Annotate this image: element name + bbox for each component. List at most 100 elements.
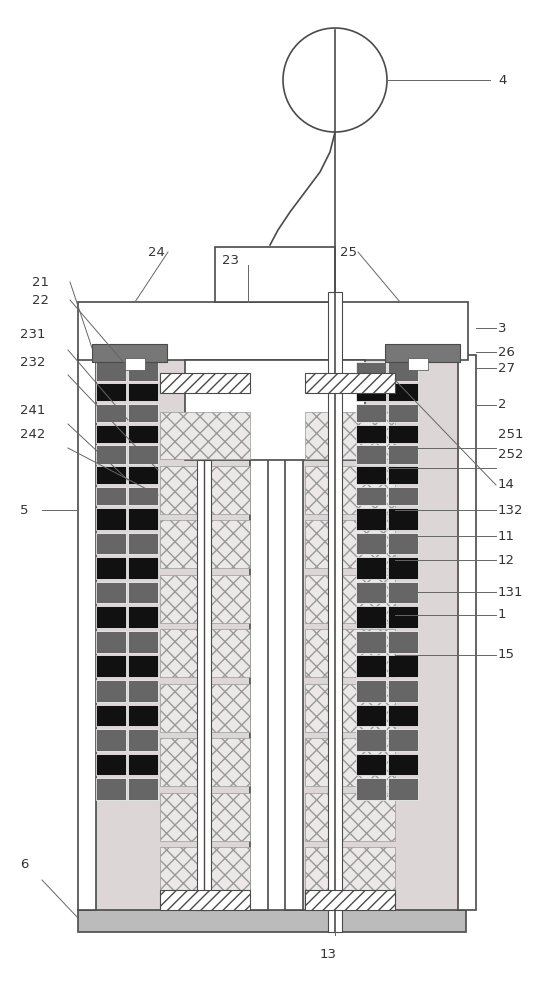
Bar [160,466,250,514]
Bar [160,629,250,677]
Bar [160,575,250,623]
Bar [356,557,386,579]
Text: 4: 4 [498,74,507,87]
Bar [388,778,418,800]
Bar [356,404,386,422]
Bar [356,487,386,505]
Bar [388,425,418,443]
Bar [160,793,250,841]
Bar [160,684,250,732]
Text: 1: 1 [498,608,507,621]
Bar [388,383,418,401]
Text: 26: 26 [498,346,515,359]
Bar [96,680,126,702]
Bar [96,582,126,603]
Bar [305,738,395,786]
Bar [305,684,395,732]
Text: 251: 251 [498,428,523,442]
Bar [96,508,126,530]
Bar [388,680,418,702]
Bar [96,533,126,554]
Bar [388,533,418,554]
Bar [96,355,250,910]
Bar [388,362,418,381]
Bar [96,362,126,381]
Bar [356,466,386,484]
Bar [96,466,126,484]
Bar [305,412,395,459]
Text: 27: 27 [498,361,515,374]
Bar [356,606,386,628]
Bar [356,383,386,401]
Bar [305,629,395,677]
Bar [305,890,395,910]
Bar [303,355,458,910]
Bar [408,358,428,370]
Bar [305,466,395,514]
Bar [96,631,126,652]
Bar [388,487,418,505]
Bar [356,533,386,554]
Bar [78,910,466,932]
Text: 25: 25 [340,245,357,258]
Bar [388,508,418,530]
Bar [128,487,158,505]
Text: 241: 241 [20,403,46,416]
Bar [96,606,126,628]
Text: 3: 3 [498,322,507,334]
Text: 12: 12 [498,554,515,566]
Bar [305,793,395,841]
Bar [96,729,126,751]
Bar [92,344,167,362]
Bar [388,445,418,464]
Bar [96,404,126,422]
Bar [96,705,126,726]
Bar [388,404,418,422]
Bar [388,631,418,652]
Bar [328,292,342,932]
Bar [128,631,158,652]
Bar [160,738,250,786]
Text: 132: 132 [498,504,523,516]
Bar [128,466,158,484]
Bar [388,705,418,726]
Bar [388,754,418,775]
Text: 21: 21 [32,275,49,288]
Bar [305,373,395,393]
Text: 22: 22 [32,294,49,306]
Bar [96,778,126,800]
Bar [128,606,158,628]
Bar [305,520,395,568]
Bar [128,404,158,422]
Bar [96,557,126,579]
Bar [356,778,386,800]
Text: 6: 6 [20,858,28,871]
Bar [356,655,386,677]
Bar [128,680,158,702]
Text: 11: 11 [498,530,515,542]
Bar [128,705,158,726]
Bar [128,445,158,464]
Bar [197,460,211,910]
Bar [185,360,365,460]
Bar [160,520,250,568]
Bar [128,557,158,579]
Bar [160,890,250,910]
Bar [128,655,158,677]
Text: 24: 24 [148,245,165,258]
Bar [305,575,395,623]
Bar [356,582,386,603]
Bar [128,778,158,800]
Text: 232: 232 [20,356,46,368]
Bar [356,705,386,726]
Bar [78,355,96,910]
Text: 5: 5 [20,504,28,516]
Bar [96,487,126,505]
Bar [215,247,335,302]
Bar [250,355,268,910]
Bar [356,445,386,464]
Bar [388,606,418,628]
Bar [96,445,126,464]
Bar [388,557,418,579]
Text: 15: 15 [498,648,515,662]
